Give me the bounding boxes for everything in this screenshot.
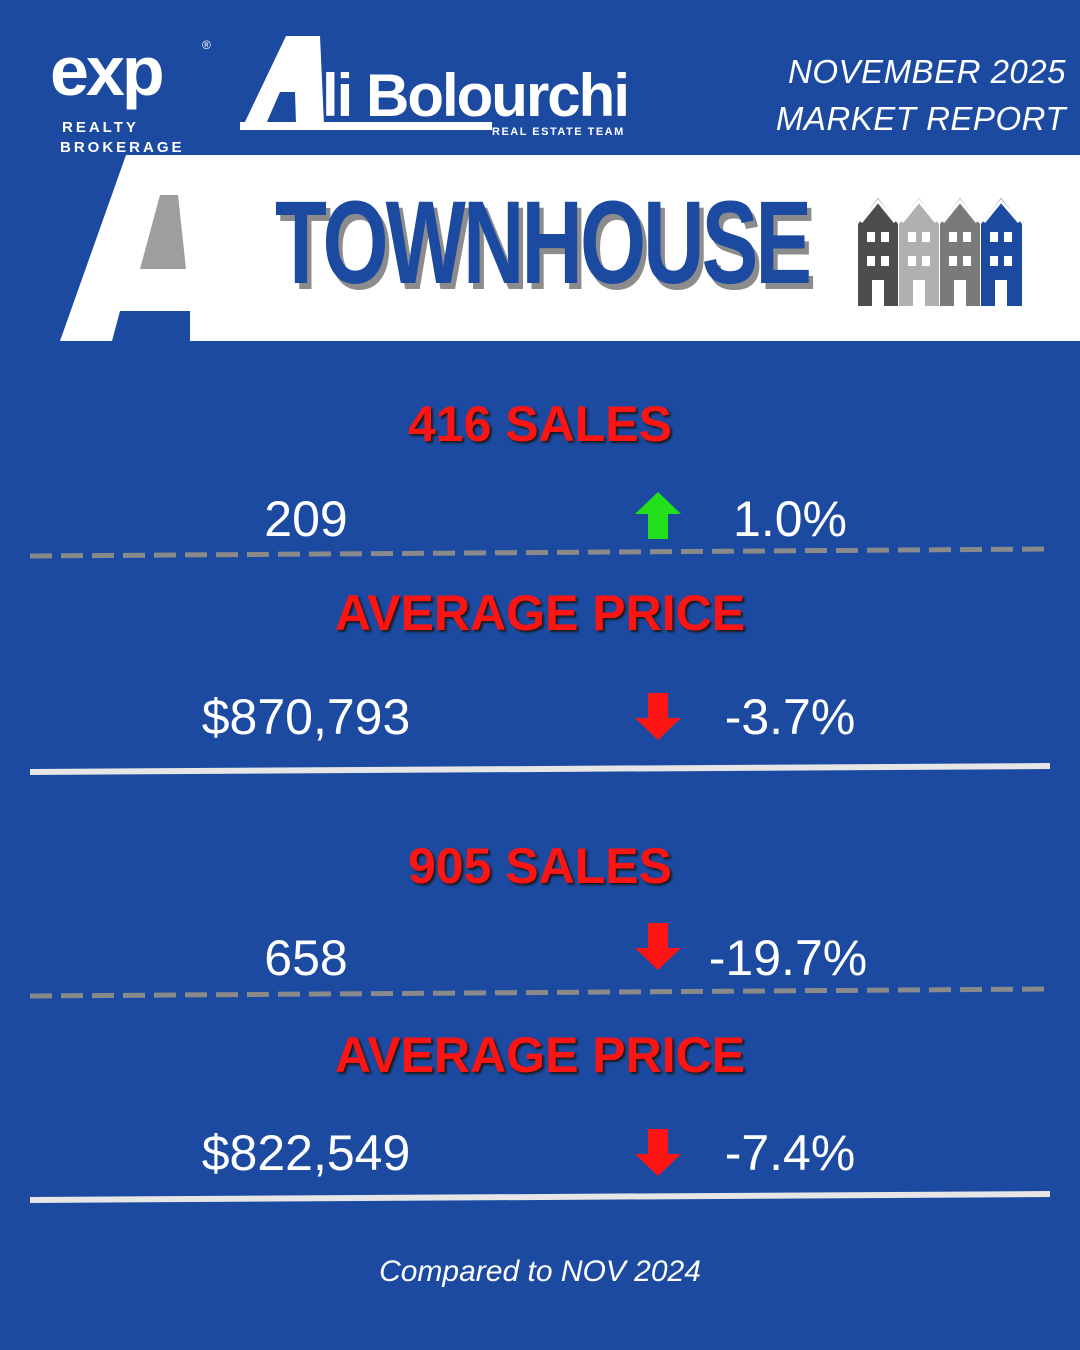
section-416-sales-value: 209	[264, 491, 348, 547]
banner-background	[60, 155, 1080, 341]
section-416-sales-change: 1.0%	[733, 491, 847, 547]
section-416-sales-heading: 416 SALES	[407, 396, 672, 452]
report-month: NOVEMBER 2025	[788, 53, 1066, 90]
solid-divider	[30, 1191, 1050, 1203]
team-logo-subtitle: REAL ESTATE TEAM	[492, 126, 625, 138]
exp-logo-line2: BROKERAGE	[60, 139, 185, 156]
exp-logo-line1: REALTY	[62, 119, 139, 136]
report-title: NOVEMBER 2025 MARKET REPORT	[776, 48, 1066, 142]
section-905-price-value: $822,549	[201, 1125, 411, 1181]
arrow-up-icon	[635, 492, 681, 539]
comparison-footnote: Compared to NOV 2024	[379, 1255, 701, 1288]
dashed-divider	[30, 546, 1050, 559]
dashed-divider	[30, 986, 1050, 999]
section-416-price-change: -3.7%	[724, 689, 856, 745]
section-905-sales-heading: 905 SALES	[407, 838, 672, 894]
report-subtitle: MARKET REPORT	[775, 100, 1066, 137]
team-logo: li Bolourchi REAL ESTATE TEAM	[240, 36, 630, 140]
section-416-price-heading: AVERAGE PRICE	[334, 585, 746, 641]
section-905-price-change: -7.4%	[724, 1125, 856, 1181]
solid-divider	[30, 763, 1050, 775]
section-905-price-heading: AVERAGE PRICE	[334, 1027, 746, 1083]
arrow-down-icon	[635, 693, 681, 740]
arrow-down-icon	[635, 1129, 681, 1176]
team-logo-underline	[240, 122, 492, 130]
townhouse-icon	[858, 198, 1022, 306]
team-logo-a-icon	[244, 36, 324, 124]
section-905-sales-value: 658	[264, 930, 348, 986]
exp-logo-word: exp	[50, 32, 165, 110]
section-905-sales-change: -19.7%	[708, 930, 868, 986]
banner-title: TOWNHOUSE	[275, 177, 812, 309]
arrow-down-icon	[635, 923, 681, 970]
banner-a-icon	[140, 195, 186, 269]
section-416-price-value: $870,793	[201, 689, 411, 745]
exp-logo-registered: ®	[202, 38, 211, 52]
exp-realty-logo: exp ® REALTY BROKERAGE	[50, 32, 220, 156]
team-logo-name: li Bolourchi	[322, 62, 630, 129]
